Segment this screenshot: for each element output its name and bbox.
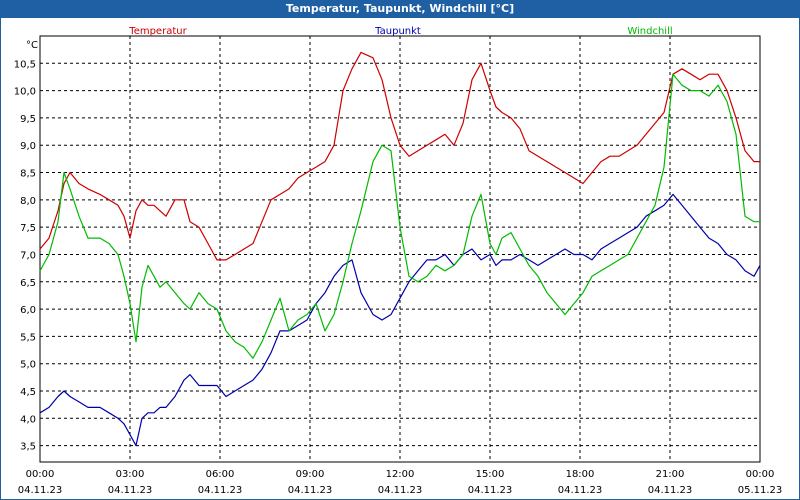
y-tick-label: 9,0 xyxy=(20,141,36,152)
x-tick-time-label: 12:00 xyxy=(386,469,415,480)
x-tick-date-label: 04.11.23 xyxy=(288,485,333,496)
y-tick-label: 9,5 xyxy=(20,114,36,125)
chart-title-bar: Temperatur, Taupunkt, Windchill [°C] xyxy=(0,0,800,18)
x-tick-date-label: 04.11.23 xyxy=(108,485,153,496)
y-tick-label: 5,5 xyxy=(20,332,36,343)
y-tick-label: 10,5 xyxy=(14,59,36,70)
x-tick-time-label: 00:00 xyxy=(746,469,775,480)
x-tick-date-label: 05.11.23 xyxy=(738,485,783,496)
legend-taupunkt: Taupunkt xyxy=(374,26,421,37)
y-tick-label: 7,0 xyxy=(20,250,36,261)
x-tick-date-label: 04.11.23 xyxy=(468,485,513,496)
x-tick-time-label: 15:00 xyxy=(476,469,505,480)
y-tick-label: 4,0 xyxy=(20,414,36,425)
y-tick-label: 6,5 xyxy=(20,278,36,289)
y-tick-label: 6,0 xyxy=(20,305,36,316)
grid-lines xyxy=(40,36,760,462)
y-tick-label: 8,0 xyxy=(20,196,36,207)
y-tick-label: 5,0 xyxy=(20,360,36,371)
x-tick-date-label: 04.11.23 xyxy=(18,485,63,496)
legend-temperatur: Temperatur xyxy=(128,26,187,37)
x-tick-time-label: 00:00 xyxy=(26,469,55,480)
x-tick-date-label: 04.11.23 xyxy=(558,485,603,496)
x-tick-time-label: 06:00 xyxy=(206,469,235,480)
x-tick-date-label: 04.11.23 xyxy=(648,485,693,496)
x-axis-ticks: 00:00 04.11.23 03:00 04.11.23 06:00 04.11.23 0… xyxy=(18,469,783,496)
x-tick-date-label: 04.11.23 xyxy=(378,485,423,496)
y-tick-label: 4,5 xyxy=(20,387,36,398)
y-tick-label: 10,0 xyxy=(14,87,36,98)
x-tick-date-label: 04.11.23 xyxy=(198,485,243,496)
series-line-temperatur xyxy=(39,51,760,261)
y-axis-unit-label: °C xyxy=(26,40,38,51)
series-line-taupunkt xyxy=(39,193,761,447)
legend-windchill: Windchill xyxy=(627,26,672,37)
y-tick-label: 3,5 xyxy=(20,442,36,453)
x-tick-time-label: 21:00 xyxy=(656,469,685,480)
chart-title: Temperatur, Taupunkt, Windchill [°C] xyxy=(285,2,515,15)
x-tick-time-label: 09:00 xyxy=(296,469,325,480)
series-lines xyxy=(39,51,761,447)
x-tick-time-label: 03:00 xyxy=(116,469,145,480)
y-tick-label: 8,5 xyxy=(20,169,36,180)
y-axis-ticks: 3,5 4,0 4,5 5,0 5,5 6,0 6,5 7,0 7,5 8,0 8,5 9,0 9,5 1… xyxy=(14,59,36,452)
x-tick-time-label: 18:00 xyxy=(566,469,595,480)
y-tick-label: 7,5 xyxy=(20,223,36,234)
series-line-windchill xyxy=(39,73,760,359)
